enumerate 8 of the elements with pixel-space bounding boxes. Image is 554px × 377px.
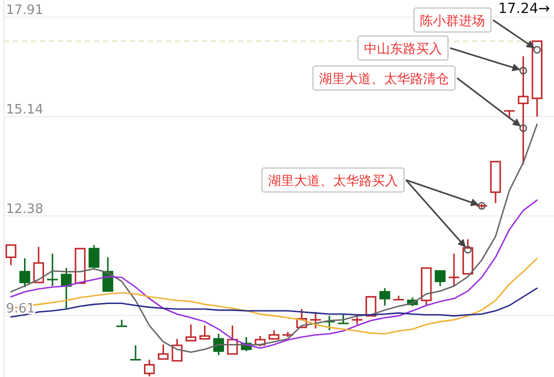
annotation: 中山东路买入: [364, 42, 442, 57]
y-tick-label: 12.38: [6, 202, 44, 217]
annotation: 陈小群进场: [420, 14, 485, 29]
annotation: 湖里大道、太华路清仓: [319, 72, 449, 87]
ref-line-label: 17.24→: [498, 1, 550, 17]
y-tick-label: 17.91: [6, 3, 44, 18]
annotation: 湖里大道、太华路买入: [268, 174, 398, 189]
y-tick-label: 15.14: [6, 102, 44, 118]
